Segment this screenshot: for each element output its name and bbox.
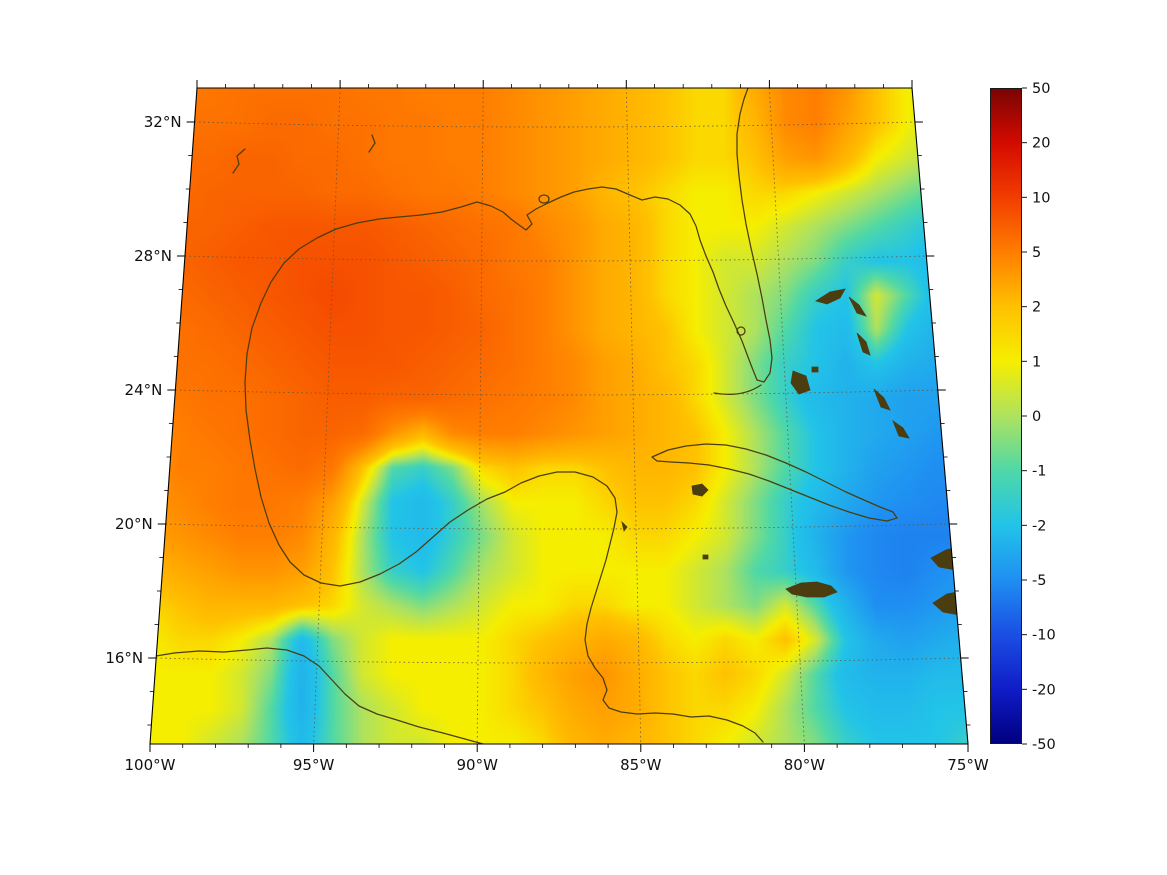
colorbar-tick-label: -20 <box>1032 682 1056 698</box>
coastline-path <box>232 148 246 174</box>
island-shape <box>811 366 819 373</box>
colorbar <box>990 88 1022 744</box>
graticule-parallel <box>184 255 927 262</box>
island-shape <box>691 483 709 497</box>
coastline-path <box>713 384 762 395</box>
colorbar-tick-label: 10 <box>1032 190 1050 206</box>
coastline-path <box>538 194 550 204</box>
colorbar-tick-label: 5 <box>1032 245 1041 261</box>
lon-tick-label: 100°W <box>125 756 176 774</box>
colorbar-tick-label: -50 <box>1032 737 1056 753</box>
lat-tick-label: 20°N <box>115 515 153 533</box>
colorbar-tick-label: -5 <box>1032 573 1046 589</box>
lon-tick-label: 90°W <box>456 756 498 774</box>
graticule-meridian <box>313 88 341 744</box>
island-shape <box>621 520 628 532</box>
colorbar-tick-label: -2 <box>1032 518 1046 534</box>
graticule-meridian <box>476 88 484 744</box>
island-shape <box>892 419 910 439</box>
colorbar-tick-label: 1 <box>1032 354 1041 370</box>
coastline-path <box>651 443 898 522</box>
lon-tick-label: 85°W <box>620 756 662 774</box>
coastline-path <box>244 88 773 587</box>
coastline-path <box>736 326 746 336</box>
island-shape <box>856 332 871 356</box>
island-shape <box>790 370 811 395</box>
lon-tick-label: 75°W <box>947 756 989 774</box>
lat-tick-label: 28°N <box>134 247 172 265</box>
map-border <box>149 87 969 745</box>
graticule-parallel <box>165 523 950 530</box>
lat-tick-label: 24°N <box>125 381 163 399</box>
lat-tick-label: 32°N <box>144 113 182 131</box>
lon-tick-label: 80°W <box>784 756 826 774</box>
colorbar-tick-label: -1 <box>1032 464 1046 480</box>
colorbar-tick-label: -10 <box>1032 628 1056 644</box>
graticule-parallel <box>175 389 938 396</box>
graticule-meridian <box>625 88 642 744</box>
graticule-parallel <box>156 657 961 664</box>
lon-tick-label: 95°W <box>293 756 335 774</box>
graticule-meridian <box>768 88 805 744</box>
island-shape <box>848 296 867 317</box>
colorbar-tick-label: 20 <box>1032 136 1050 152</box>
island-shape <box>873 388 891 411</box>
coastline-path <box>368 134 376 153</box>
island-shape <box>702 554 709 560</box>
coastline-path <box>504 471 764 743</box>
coastline-path <box>150 647 484 744</box>
lat-tick-label: 16°N <box>105 649 143 667</box>
colorbar-tick-label: 0 <box>1032 409 1041 425</box>
colorbar-tick-label: 50 <box>1032 81 1050 97</box>
graticule-parallel <box>194 121 915 128</box>
island-shape <box>785 581 838 598</box>
island-shape <box>815 288 846 305</box>
colorbar-tick-label: 2 <box>1032 300 1041 316</box>
